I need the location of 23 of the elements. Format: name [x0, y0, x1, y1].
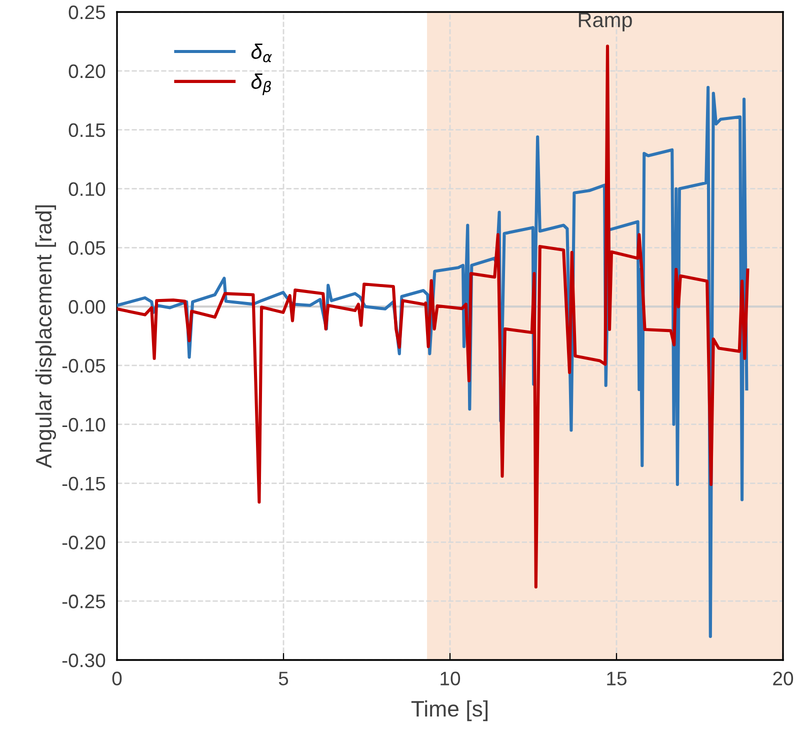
y-axis-title: Angular displacement [rad]	[35, 205, 56, 468]
band-label: Ramp	[578, 12, 632, 32]
legend-label: δ$_{β}$	[251, 74, 271, 96]
y-tick-label: 0.25	[68, 5, 106, 20]
y-tick-label: -0.25	[62, 594, 106, 608]
y-tick-label: 0.20	[68, 64, 106, 78]
x-tick-label: 0	[112, 672, 122, 686]
x-tick-label: 10	[440, 672, 460, 686]
y-tick-label: -0.20	[62, 536, 106, 550]
y-tick-label: 0.05	[68, 241, 106, 255]
x-tick-label: 15	[607, 672, 626, 686]
y-tick-label: -0.30	[62, 653, 106, 668]
y-tick-label: 0.15	[68, 123, 106, 138]
y-tick-label: -0.15	[62, 476, 106, 491]
y-tick-label: -0.05	[62, 358, 106, 373]
y-tick-label: -0.10	[62, 418, 106, 432]
legend-label: δ$_{α}$	[251, 44, 272, 62]
x-axis-title: Time [s]	[411, 700, 488, 722]
line-series	[117, 44, 750, 588]
x-tick-label: 20	[773, 672, 794, 686]
x-tick-label: 5	[278, 672, 288, 686]
y-tick-label: 0.10	[68, 182, 106, 196]
y-tick-label: 0.00	[68, 300, 106, 314]
